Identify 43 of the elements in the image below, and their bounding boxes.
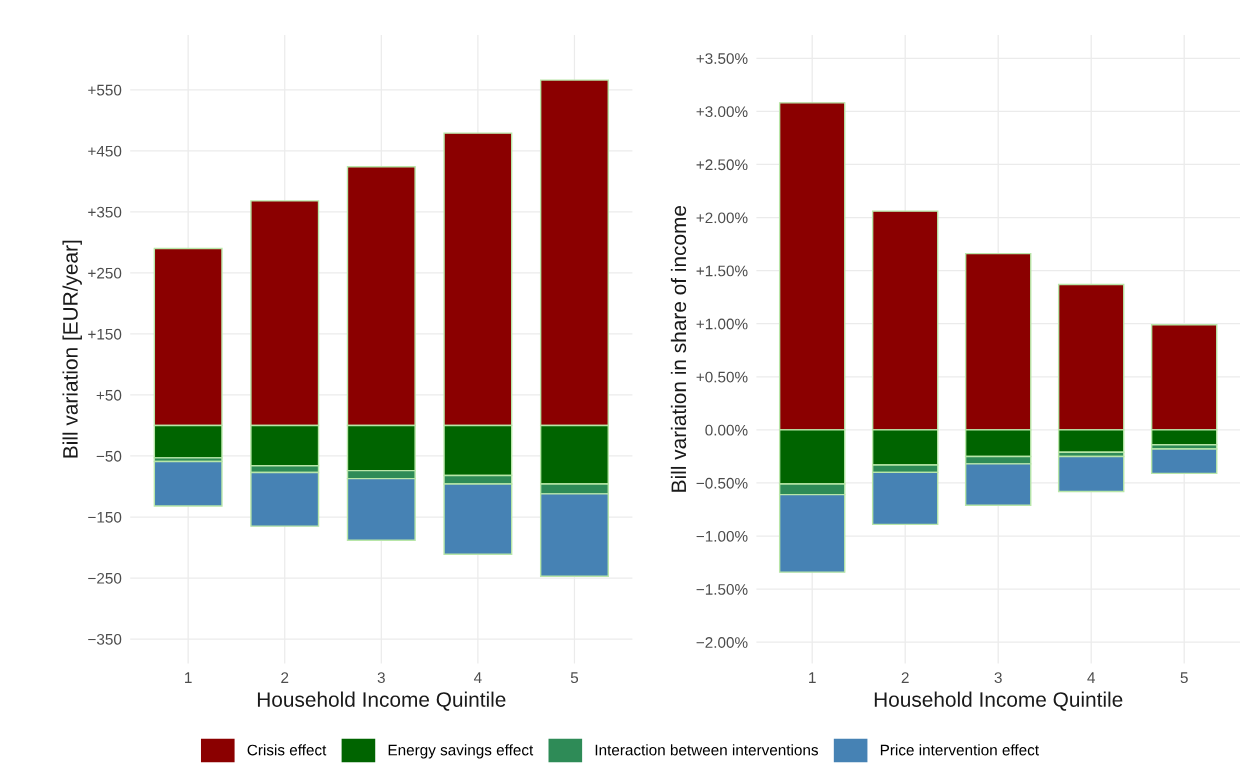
y-tick-label: +0.50% [696, 371, 748, 383]
x-tick-label: 2 [901, 672, 909, 683]
x-tick-label: 1 [809, 672, 816, 683]
y-tick-label: +50 [96, 389, 122, 401]
y-tick-label: +2.50% [696, 159, 748, 171]
bar [1057, 455, 1125, 493]
legend-label: Energy savings effect [388, 744, 534, 759]
y-axis-title: Bill variation [EUR/year] [62, 240, 82, 458]
y-tick-label: −0.50% [696, 477, 748, 489]
x-tick-label: 5 [1180, 672, 1188, 684]
y-tick-label: +1.50% [696, 265, 748, 277]
x-tick-label: 4 [1087, 672, 1095, 683]
y-tick-label: +350 [88, 206, 122, 218]
y-tick-label: +3.00% [696, 106, 748, 118]
x-tick-label: 1 [185, 672, 192, 683]
bar [1150, 448, 1218, 475]
x-tick-label: 3 [377, 672, 385, 684]
x-tick-label: 2 [281, 672, 289, 683]
y-tick-label: +150 [88, 328, 122, 340]
bar [153, 460, 223, 507]
y-tick-label: +550 [88, 84, 122, 96]
y-tick-label: +2.00% [696, 212, 748, 224]
y-tick-label: 0.00% [705, 424, 748, 436]
y-tick-label: −350 [88, 633, 122, 645]
x-axis-title: Household Income Quintile [874, 691, 1123, 711]
legend-label: Price intervention effect [880, 744, 1039, 756]
y-tick-label: +1.00% [696, 318, 748, 330]
y-tick-label: −2.00% [696, 637, 748, 648]
y-axis-title: Bill variation in share of income [670, 205, 687, 492]
y-tick-label: +250 [88, 267, 122, 279]
y-tick-label: +450 [88, 145, 122, 157]
legend-label: Crisis effect [247, 744, 327, 756]
y-tick-label: −50 [96, 450, 122, 462]
x-tick-label: 4 [473, 672, 482, 683]
x-axis-title: Household Income Quintile [257, 691, 506, 711]
y-tick-label: +3.50% [696, 53, 748, 64]
y-tick-label: −250 [88, 572, 122, 584]
x-tick-label: 5 [570, 672, 579, 684]
y-tick-label: −150 [88, 511, 122, 523]
x-tick-label: 3 [994, 672, 1002, 684]
y-tick-label: −1.00% [696, 530, 748, 542]
legend-label: Interaction between interventions [595, 744, 819, 756]
y-tick-label: −1.50% [696, 584, 748, 595]
